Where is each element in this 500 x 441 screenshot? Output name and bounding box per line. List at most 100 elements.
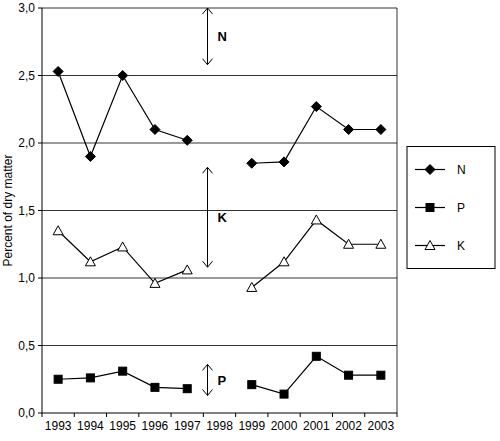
marker — [119, 367, 127, 375]
x-tick-label: 2000 — [271, 419, 298, 433]
marker — [345, 371, 353, 379]
legend-label: N — [457, 163, 466, 177]
marker — [344, 239, 354, 248]
x-tick-label: 1998 — [206, 419, 233, 433]
range-arrow — [207, 167, 208, 267]
y-axis-label: Percent of dry matter — [1, 154, 15, 266]
plot-area — [53, 66, 386, 398]
marker — [150, 278, 160, 287]
arrow-head — [203, 389, 213, 395]
arrow-head — [203, 261, 213, 267]
legend-label: K — [457, 239, 465, 253]
y-tick — [38, 75, 42, 76]
arrow-head — [203, 8, 213, 14]
marker — [53, 226, 63, 235]
grid-line — [42, 345, 397, 346]
range-arrow — [207, 8, 208, 65]
marker — [280, 390, 288, 398]
y-axis — [42, 8, 43, 413]
marker — [86, 374, 94, 382]
range-arrow — [207, 364, 208, 395]
y-tick-label: 1,0 — [18, 271, 35, 285]
y-tick — [38, 143, 42, 144]
x-tick — [138, 413, 139, 417]
arrow-head — [203, 364, 213, 370]
marker — [279, 257, 289, 266]
x-tick-label: 1994 — [77, 419, 104, 433]
y-tick-label: 2,0 — [18, 136, 35, 150]
x-tick-label: 1999 — [238, 419, 265, 433]
marker — [248, 381, 256, 389]
y-tick — [38, 345, 42, 346]
x-tick — [235, 413, 236, 417]
marker — [344, 125, 354, 135]
grid-line — [42, 75, 397, 76]
marker — [377, 371, 385, 379]
series-line — [58, 356, 381, 394]
x-tick — [106, 413, 107, 417]
marker — [118, 71, 128, 81]
x-tick — [203, 413, 204, 417]
marker — [182, 265, 192, 274]
y-tick-label: 1,5 — [18, 204, 35, 218]
x-tick-label: 2002 — [335, 419, 362, 433]
range-label: K — [218, 210, 228, 225]
marker — [85, 152, 95, 162]
legend-box — [407, 147, 495, 269]
marker — [182, 135, 192, 145]
x-tick — [267, 413, 268, 417]
x-tick — [74, 413, 75, 417]
y-tick-label: 2,5 — [18, 69, 35, 83]
y-tick-label: 0,5 — [18, 339, 35, 353]
y-tick — [38, 278, 42, 279]
x-tick — [364, 413, 365, 417]
marker — [183, 385, 191, 393]
legend-marker — [425, 165, 435, 175]
marker — [376, 125, 386, 135]
x-tick — [397, 413, 398, 417]
grid-line — [42, 8, 397, 9]
marker — [150, 125, 160, 135]
legend-label: P — [457, 201, 465, 215]
marker — [376, 239, 386, 248]
marker — [85, 257, 95, 266]
x-tick-label: 1997 — [174, 419, 201, 433]
series-line — [58, 71, 381, 163]
chart: 0,00,51,01,52,02,53,01993199419951996199… — [0, 0, 500, 441]
marker — [312, 352, 320, 360]
background — [0, 0, 500, 441]
x-tick — [332, 413, 333, 417]
legend-marker — [426, 204, 434, 212]
arrow-head — [203, 167, 213, 173]
y-tick — [38, 210, 42, 211]
x-axis — [42, 413, 397, 414]
x-tick-label: 2003 — [368, 419, 395, 433]
x-tick-label: 2001 — [303, 419, 330, 433]
y-tick-label: 0,0 — [18, 406, 35, 420]
series-line — [58, 220, 381, 288]
y-tick — [38, 8, 42, 9]
x-tick — [42, 413, 43, 417]
arrow-head — [203, 59, 213, 65]
range-label: P — [218, 373, 227, 388]
marker — [247, 158, 257, 168]
marker — [247, 282, 257, 291]
x-tick-label: 1996 — [142, 419, 169, 433]
y-tick — [38, 413, 42, 414]
x-tick-label: 1995 — [109, 419, 136, 433]
marker — [54, 375, 62, 383]
grid-line — [42, 278, 397, 279]
legend: N P K — [407, 147, 495, 269]
marker — [151, 383, 159, 391]
marker — [118, 242, 128, 251]
marker — [53, 66, 63, 76]
y-tick-label: 3,0 — [18, 1, 35, 15]
marker — [279, 157, 289, 167]
x-tick — [300, 413, 301, 417]
marker — [311, 102, 321, 112]
marker — [311, 215, 321, 224]
legend-marker — [425, 241, 435, 250]
plot-frame — [397, 8, 398, 413]
range-label: N — [218, 29, 227, 44]
x-tick — [171, 413, 172, 417]
